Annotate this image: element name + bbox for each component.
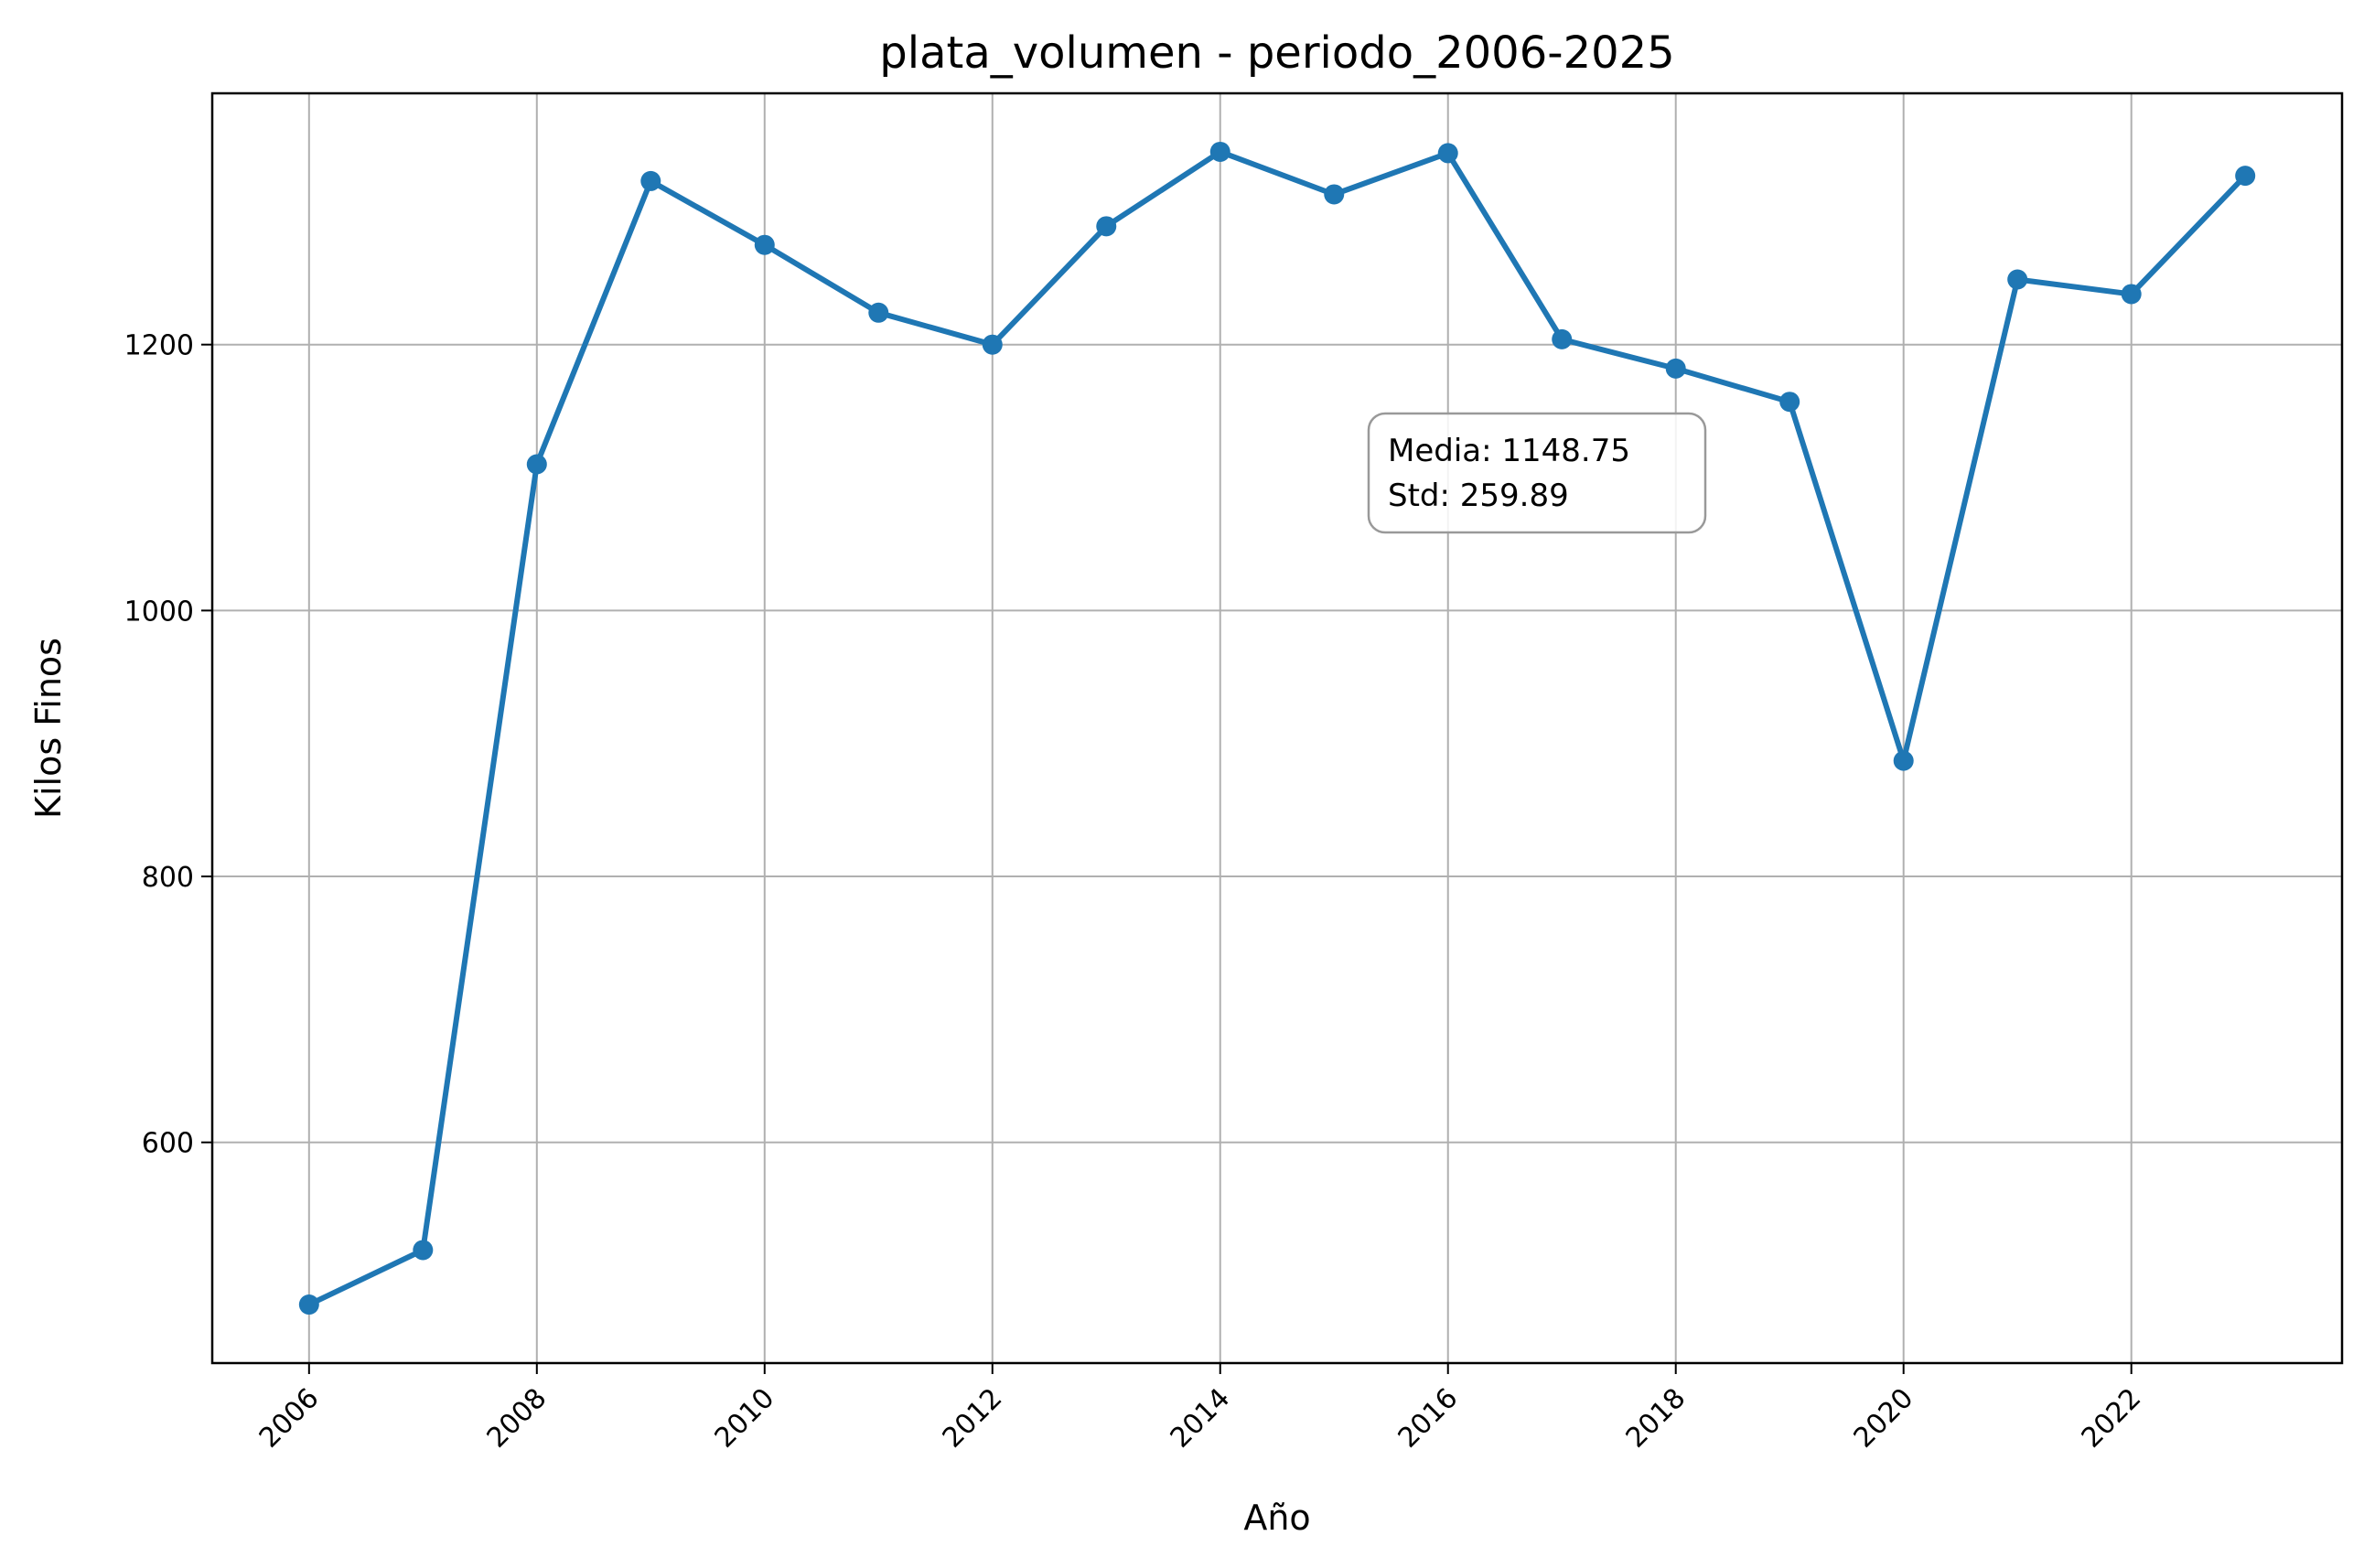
stats-box <box>1367 412 1707 534</box>
series-line <box>306 148 2249 1308</box>
y-tick-label: 800 <box>142 862 194 894</box>
data-point-2021 <box>2007 269 2028 290</box>
x-axis-label: Año <box>1243 1498 1310 1538</box>
y-tick-label: 1000 <box>124 596 194 628</box>
y-tick-label: 600 <box>142 1128 194 1160</box>
data-point-2020 <box>1893 750 1914 771</box>
stats-std-text: Std: 259.89 <box>1388 478 1569 514</box>
stats-mean-text: Media: 1148.75 <box>1388 433 1630 469</box>
data-point-2012 <box>982 334 1003 355</box>
data-point-2007 <box>413 1240 434 1261</box>
data-point-2014 <box>1209 141 1230 162</box>
y-axis-label: Kilos Finos <box>28 638 69 819</box>
data-point-2010 <box>754 234 775 255</box>
series-layer <box>298 141 2256 1316</box>
data-point-2022 <box>2121 284 2142 305</box>
data-point-2015 <box>1324 184 1345 205</box>
chart-title: plata_volumen - periodo_2006-2025 <box>879 27 1674 79</box>
data-point-2008 <box>526 454 547 475</box>
data-point-2011 <box>868 302 889 323</box>
data-point-2023 <box>2235 166 2256 187</box>
data-point-2018 <box>1665 358 1686 379</box>
y-tick-label: 1200 <box>124 330 194 362</box>
data-point-2013 <box>1096 216 1117 237</box>
data-point-2019 <box>1779 392 1800 413</box>
data-point-2009 <box>640 170 661 191</box>
data-point-2016 <box>1437 143 1458 164</box>
grid-lines <box>212 93 2342 1363</box>
plot-frame <box>210 91 2344 1365</box>
data-point-2006 <box>298 1294 319 1316</box>
data-point-2017 <box>1552 328 1573 349</box>
stats-annotation: Media: 1148.75 Std: 259.89 <box>1367 412 1707 534</box>
